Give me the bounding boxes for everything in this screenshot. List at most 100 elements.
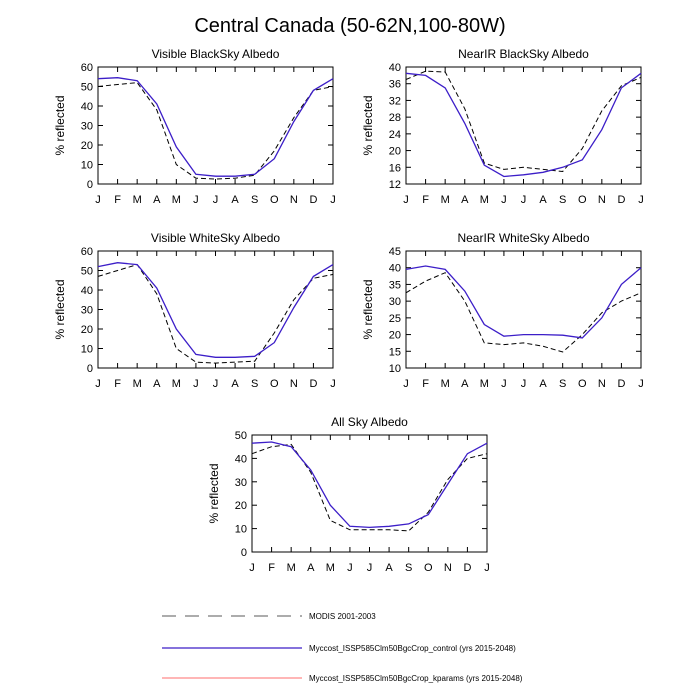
y-axis-label: % reflected — [53, 95, 67, 155]
x-tick-label: A — [153, 194, 161, 206]
panel-title: NearIR BlackSky Albedo — [458, 47, 589, 61]
x-tick-label: A — [461, 378, 469, 390]
series-line-control — [97, 262, 334, 358]
x-tick-label: M — [172, 194, 181, 206]
x-tick-label: O — [424, 562, 433, 574]
legend-label-modis: MODIS 2001-2003 — [309, 612, 376, 621]
x-tick-label: J — [330, 378, 336, 390]
y-tick-label: 50 — [81, 82, 93, 94]
x-tick-label: A — [539, 194, 547, 206]
x-tick-label: M — [441, 194, 450, 206]
x-tick-label: N — [598, 378, 606, 390]
x-tick-label: O — [270, 378, 279, 390]
x-tick-label: J — [501, 378, 507, 390]
x-tick-label: J — [249, 562, 255, 574]
x-tick-label: S — [559, 194, 566, 206]
x-tick-label: D — [617, 378, 625, 390]
series-line-modis — [97, 264, 334, 364]
y-tick-label: 32 — [389, 95, 401, 107]
y-tick-label: 60 — [81, 62, 93, 74]
y-tick-label: 30 — [389, 296, 401, 308]
x-tick-label: J — [367, 562, 373, 574]
panel-title: Visible BlackSky Albedo — [152, 47, 280, 61]
y-tick-label: 24 — [389, 129, 401, 141]
x-tick-label: M — [133, 378, 142, 390]
series-line-modis — [405, 70, 642, 173]
y-axis-label: % reflected — [53, 279, 67, 339]
y-tick-label: 30 — [81, 121, 93, 133]
x-tick-label: J — [95, 378, 101, 390]
x-tick-label: F — [422, 378, 429, 390]
y-tick-label: 20 — [389, 330, 401, 342]
y-tick-label: 15 — [389, 346, 401, 358]
figure-title: Central Canada (50-62N,100-80W) — [194, 15, 505, 37]
series-line-control — [251, 441, 488, 529]
y-tick-label: 0 — [241, 547, 247, 559]
legend: MODIS 2001-2003 Myccost_ISSP585Clm50BgcCr… — [162, 612, 523, 683]
x-tick-label: M — [441, 378, 450, 390]
x-tick-label: J — [638, 194, 644, 206]
y-tick-label: 40 — [81, 101, 93, 113]
x-tick-label: J — [501, 194, 507, 206]
x-tick-label: S — [559, 378, 566, 390]
x-tick-label: J — [403, 378, 409, 390]
plot-frame — [251, 434, 488, 553]
y-tick-label: 40 — [389, 62, 401, 74]
x-tick-label: N — [290, 194, 298, 206]
x-tick-label: N — [598, 194, 606, 206]
y-tick-label: 40 — [389, 263, 401, 275]
y-tick-label: 50 — [81, 266, 93, 278]
x-tick-label: J — [484, 562, 490, 574]
panel-title: All Sky Albedo — [331, 415, 408, 429]
x-tick-label: J — [213, 378, 219, 390]
panel-title: Visible WhiteSky Albedo — [151, 231, 281, 245]
y-tick-label: 30 — [235, 477, 247, 489]
y-tick-label: 10 — [389, 363, 401, 375]
x-tick-label: D — [309, 194, 317, 206]
y-tick-label: 0 — [87, 179, 93, 191]
plot-frame — [97, 66, 334, 185]
y-tick-label: 20 — [81, 140, 93, 152]
y-tick-label: 20 — [235, 500, 247, 512]
panel-title: NearIR WhiteSky Albedo — [457, 231, 589, 245]
x-tick-label: A — [231, 378, 239, 390]
x-tick-label: J — [521, 378, 527, 390]
y-tick-label: 40 — [81, 285, 93, 297]
series-line-control — [405, 265, 642, 339]
x-tick-label: J — [330, 194, 336, 206]
x-tick-label: M — [172, 378, 181, 390]
x-tick-label: A — [231, 194, 239, 206]
x-tick-label: J — [347, 562, 353, 574]
x-tick-label: F — [114, 194, 121, 206]
y-tick-label: 0 — [87, 363, 93, 375]
y-tick-label: 60 — [81, 246, 93, 258]
x-tick-label: D — [463, 562, 471, 574]
x-tick-label: J — [213, 194, 219, 206]
y-tick-label: 36 — [389, 79, 401, 91]
legend-label-kparams: Myccost_ISSP585Clm50BgcCrop_kparams (yrs… — [309, 674, 523, 683]
y-tick-label: 25 — [389, 313, 401, 325]
y-tick-label: 28 — [389, 112, 401, 124]
y-tick-label: 35 — [389, 279, 401, 291]
x-tick-label: N — [290, 378, 298, 390]
y-tick-label: 45 — [389, 246, 401, 258]
series-line-modis — [97, 82, 334, 180]
y-tick-label: 30 — [81, 305, 93, 317]
series-line-control — [405, 72, 642, 178]
x-tick-label: J — [193, 194, 199, 206]
x-tick-label: A — [153, 378, 161, 390]
y-axis-label: % reflected — [207, 463, 221, 523]
x-tick-label: F — [114, 378, 121, 390]
x-tick-label: A — [539, 378, 547, 390]
y-tick-label: 10 — [81, 344, 93, 356]
x-tick-label: S — [405, 562, 412, 574]
x-tick-label: N — [444, 562, 452, 574]
y-axis-label: % reflected — [361, 95, 375, 155]
x-tick-label: F — [268, 562, 275, 574]
